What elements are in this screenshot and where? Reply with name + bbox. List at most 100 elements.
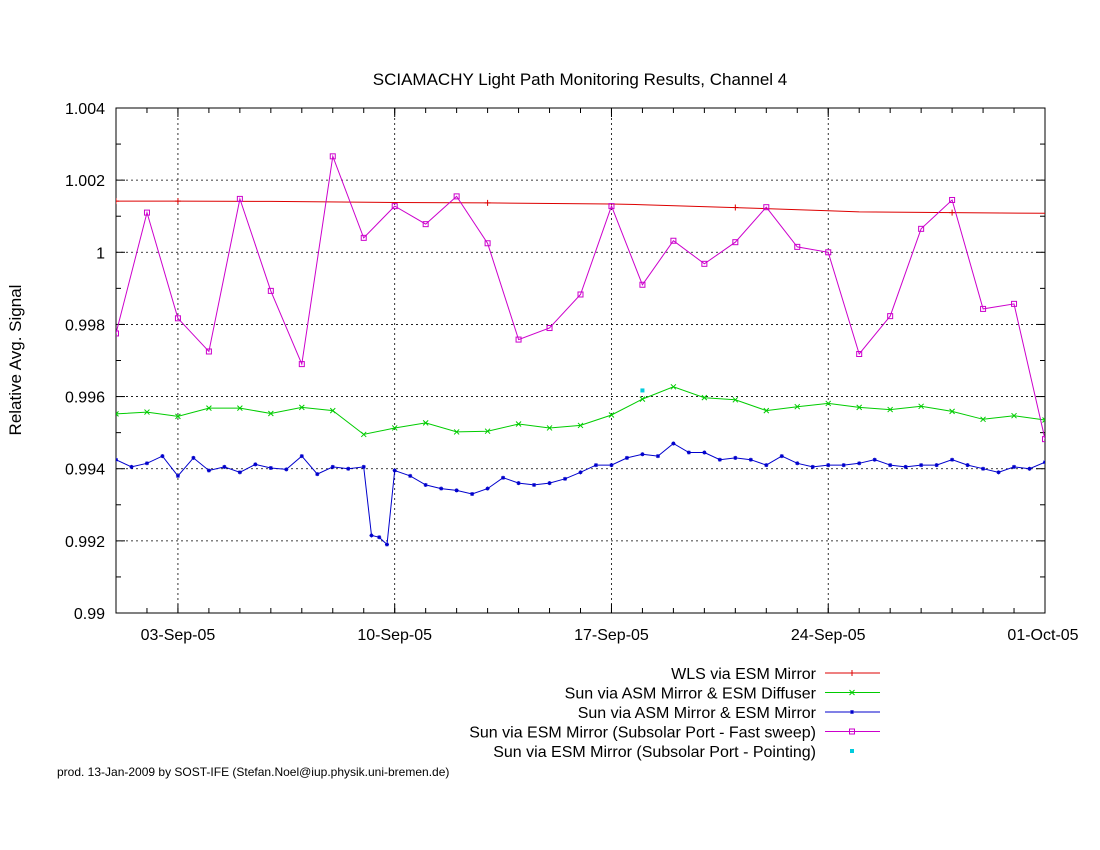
data-point [717,457,722,462]
data-point [284,467,289,472]
data-point [671,441,676,446]
data-point [764,463,769,468]
data-point [360,234,367,241]
data-point [484,240,491,247]
data-point [391,203,398,210]
data-point [655,454,660,459]
data-point [315,472,320,477]
legend-label: WLS via ESM Mirror [671,666,817,683]
data-point [686,450,691,455]
legend-label: Sun via ASM Mirror & ESM Diffuser [565,686,817,703]
data-point [702,450,707,455]
data-point [856,404,863,411]
data-point [794,403,801,410]
data-point [949,209,956,216]
data-point [346,466,351,471]
data-point [981,466,986,471]
data-point [1011,300,1018,307]
data-point [361,464,366,469]
y-axis-label: Relative Avg. Signal [6,285,25,436]
data-point [174,198,181,205]
data-point [826,463,831,468]
data-point [516,481,521,486]
data-point [439,486,444,491]
legend-swatch-marker [850,749,854,753]
data-point [577,422,584,429]
y-tick-label: 1.004 [65,101,105,118]
data-point [857,461,862,466]
data-point [206,405,212,411]
data-point [329,407,336,414]
chart-title: SCIAMACHY Light Path Monitoring Results,… [373,70,788,89]
axes: 0.99 0.992 0.994 0.996 0.998 1 1.002 1.004 03-Se… [65,101,1079,644]
data-point [888,463,893,468]
x-tick-label: 17-Sep-05 [574,627,649,644]
data-point [1027,466,1032,471]
data-point [377,535,382,540]
data-point [903,464,908,469]
data-point [577,291,584,298]
plot-frame [115,107,1046,614]
data-point [640,388,645,393]
data-point [384,542,389,547]
data-point [779,454,784,459]
data-point [299,454,304,459]
data-point [825,400,832,407]
x-tick-label: 24-Sep-05 [791,627,866,644]
data-point [1042,436,1045,443]
series-4 [640,388,645,393]
data-point [1011,412,1017,419]
data-point [237,405,243,411]
data-point [794,243,801,250]
data-point [593,463,598,468]
data-point [501,475,506,480]
data-point [206,468,211,473]
data-point [763,204,770,211]
series-line [116,200,1045,214]
data-point [810,464,815,469]
data-point [422,420,429,426]
data-point [422,221,429,228]
data-point [608,412,615,418]
data-point [423,482,428,487]
legend-swatch-marker [849,670,855,676]
data-point [980,305,987,312]
data-point [175,413,181,420]
y-tick-label: 1 [96,245,105,262]
data-point [298,361,305,368]
data-point [470,491,475,496]
y-tick-label: 0.994 [65,462,105,479]
data-point [609,463,614,468]
legend-swatch-marker [849,728,855,735]
data-point [841,463,846,468]
legend-label: Sun via ESM Mirror (Subsolar Port - Poin… [493,744,816,761]
data-point [392,468,397,473]
data-point [949,408,955,415]
data-point [887,313,894,320]
legend-label: Sun via ESM Mirror (Subsolar Port - Fast… [469,725,816,742]
data-point [980,416,986,423]
y-tick-label: 0.998 [65,317,105,334]
data-point [116,411,119,417]
data-point [624,455,629,460]
data-point [391,425,398,431]
y-tick-label: 0.996 [65,390,105,407]
data-point [748,457,753,462]
data-point [701,260,708,267]
data-point [191,455,196,460]
series-line [116,442,1045,546]
data-point [484,199,491,206]
data-point [222,464,227,469]
data-point [144,461,149,466]
data-point [763,407,770,414]
data-point [515,421,522,427]
data-point [934,463,939,468]
x-tick-label: 01-Oct-05 [1007,627,1078,644]
data-point [330,464,335,469]
y-tick-label: 1.002 [65,173,105,190]
data-point [143,209,150,216]
y-tick-label: 0.992 [65,534,105,551]
data-point [236,195,243,202]
data-point [408,473,413,478]
